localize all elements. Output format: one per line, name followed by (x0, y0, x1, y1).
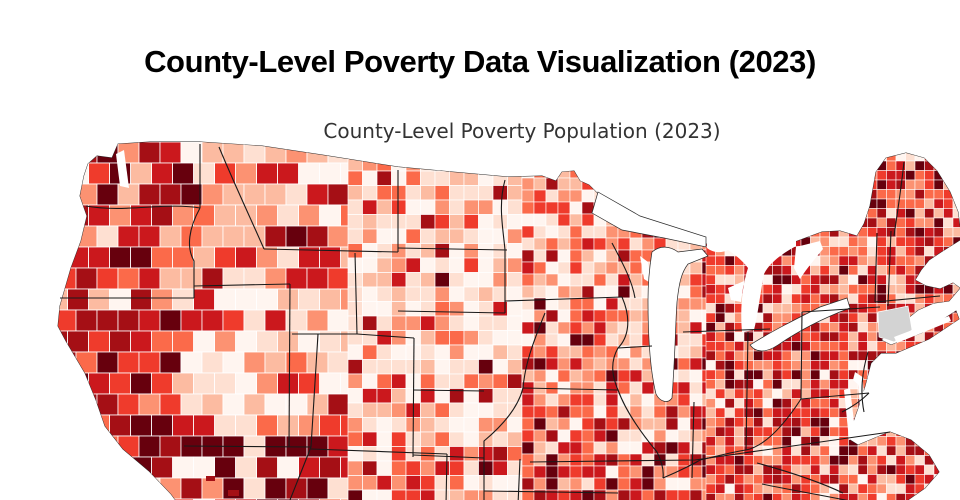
county-cells (58, 142, 960, 500)
us-county-choropleth-svg (57, 141, 960, 500)
choropleth-map (0, 140, 960, 500)
figure-title: County-Level Poverty Data Visualization … (144, 44, 816, 79)
map-subtitle: County-Level Poverty Population (2023) (323, 119, 721, 143)
state-borders (60, 144, 941, 500)
